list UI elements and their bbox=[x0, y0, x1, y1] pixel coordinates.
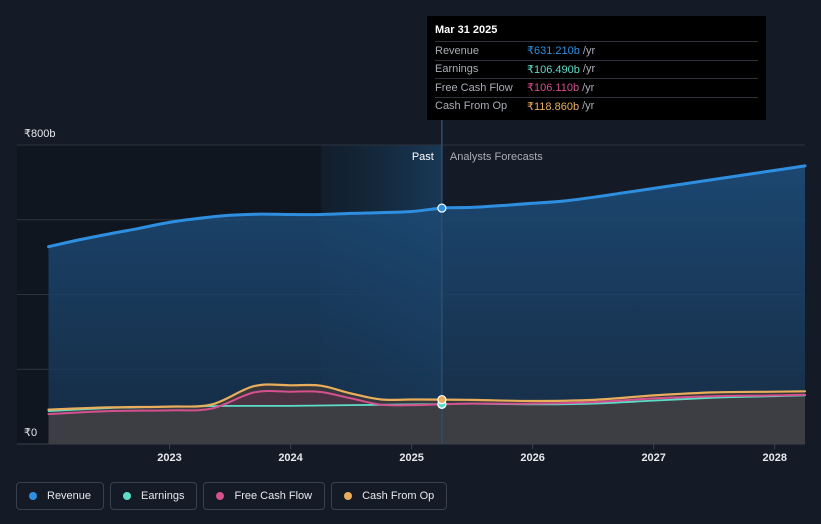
earnings-dot-icon bbox=[123, 492, 132, 500]
x-tick-label: 2025 bbox=[399, 452, 423, 464]
tooltip-unit: /yr bbox=[582, 44, 596, 57]
tooltip-value: ₹106.110b bbox=[527, 82, 580, 95]
tooltip-unit: /yr bbox=[582, 81, 595, 94]
chart-legend: Revenue Earnings Free Cash Flow Cash Fro… bbox=[16, 482, 448, 510]
forecast-label: Analysts Forecasts bbox=[450, 151, 543, 163]
tooltip-value: ₹631.210b bbox=[527, 45, 580, 58]
cash-from-op-line bbox=[47, 383, 807, 411]
revenue-area bbox=[48, 165, 805, 444]
legend-label: Free Cash Flow bbox=[234, 490, 313, 502]
legend-item-revenue[interactable]: Revenue bbox=[16, 482, 105, 510]
tooltip-date: Mar 31 2025 bbox=[435, 24, 498, 36]
revenue-dot-icon bbox=[29, 492, 37, 500]
y-tick-label: ₹800b bbox=[24, 128, 55, 140]
x-tick-label: 2024 bbox=[278, 452, 303, 464]
tooltip-unit: /yr bbox=[582, 63, 596, 76]
cash-from-op-dot-icon bbox=[344, 492, 353, 500]
free-cash-flow-dot-icon bbox=[216, 492, 225, 500]
x-tick-label: 2026 bbox=[520, 452, 544, 464]
legend-item-cash-from-op[interactable]: Cash From Op bbox=[331, 482, 448, 510]
tooltip-label: Cash From Op bbox=[435, 100, 508, 113]
tooltip-label: Revenue bbox=[435, 44, 480, 57]
legend-label: Revenue bbox=[47, 490, 92, 502]
legend-item-free-cash-flow[interactable]: Free Cash Flow bbox=[203, 482, 326, 510]
tooltip-row-revenue: Revenue ₹631.210b /yr bbox=[435, 41, 758, 60]
cash-from-op-marker bbox=[437, 394, 447, 405]
tooltip-unit: /yr bbox=[582, 100, 595, 113]
legend-label: Earnings bbox=[141, 490, 185, 502]
tooltip-row-free-cash-flow: Free Cash Flow ₹106.110b /yr bbox=[435, 78, 758, 97]
tooltip-value: ₹106.490b bbox=[527, 63, 580, 76]
x-tick-label: 2028 bbox=[762, 452, 786, 464]
tooltip-row-cash-from-op: Cash From Op ₹118.860b /yr bbox=[435, 96, 758, 116]
tooltip-value: ₹118.860b bbox=[527, 100, 580, 113]
legend-label: Cash From Op bbox=[362, 490, 435, 502]
legend-item-earnings[interactable]: Earnings bbox=[110, 482, 198, 510]
past-label: Past bbox=[412, 151, 434, 163]
revenue-line bbox=[47, 164, 807, 249]
y-tick-label: ₹0 bbox=[24, 427, 37, 439]
tooltip-label: Free Cash Flow bbox=[435, 81, 513, 94]
free-cash-flow-line bbox=[47, 389, 806, 416]
tooltip-label: Earnings bbox=[435, 63, 479, 76]
revenue-marker bbox=[437, 203, 447, 213]
hover-tooltip: Mar 31 2025 Revenue ₹631.210b /yr Earnin… bbox=[427, 16, 766, 120]
x-tick-label: 2023 bbox=[157, 452, 181, 464]
x-tick-label: 2027 bbox=[641, 452, 665, 464]
earnings-area bbox=[48, 395, 805, 444]
tooltip-row-earnings: Earnings ₹106.490b /yr bbox=[435, 59, 758, 79]
